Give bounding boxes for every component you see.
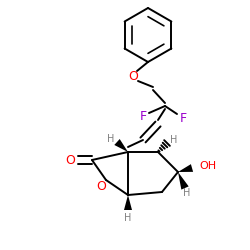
Polygon shape [178,172,189,190]
Text: F: F [140,110,146,124]
Text: H: H [107,134,115,144]
Text: O: O [65,154,75,166]
Text: H: H [183,188,191,198]
Polygon shape [114,139,128,152]
Text: H: H [124,213,132,223]
Polygon shape [124,195,132,210]
Text: OH: OH [199,161,216,171]
Text: F: F [180,112,186,126]
Text: H: H [170,135,178,145]
Text: O: O [128,70,138,82]
Text: O: O [96,180,106,192]
Polygon shape [178,164,193,172]
